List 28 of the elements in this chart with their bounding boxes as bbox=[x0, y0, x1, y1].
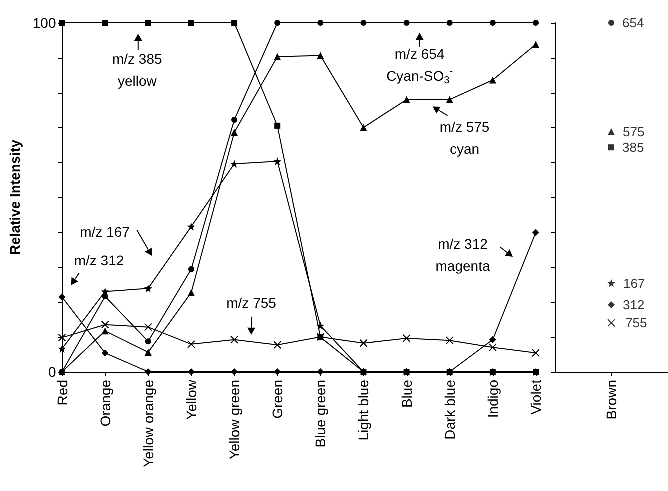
y-tick-label: 100 bbox=[32, 15, 56, 31]
x-tick-label: Yellow bbox=[183, 379, 200, 420]
y-axis-title: Relative Intensity bbox=[7, 140, 23, 256]
annotation: m/z 312 bbox=[74, 252, 124, 268]
annotation: m/z 575 cyan bbox=[440, 118, 490, 157]
x-tick-label: Red bbox=[54, 380, 70, 406]
y-tick-label: 0 bbox=[48, 364, 56, 380]
annotation: m/z 385 yellow bbox=[112, 51, 162, 89]
series-label: 575 bbox=[623, 124, 645, 140]
x-tick-label: Yellow green bbox=[226, 380, 243, 460]
series-label: 654 bbox=[622, 16, 644, 30]
annotation: m/z 167 bbox=[80, 224, 130, 240]
x-tick-label: Brown bbox=[604, 380, 620, 420]
series-label: 755 bbox=[626, 316, 648, 331]
series-label: 385 bbox=[622, 140, 644, 156]
x-tick-label: Blue green bbox=[312, 380, 329, 448]
x-tick-label: Dark blue bbox=[442, 380, 458, 440]
x-tick-label: Violet bbox=[528, 380, 544, 415]
series-label: 167 bbox=[624, 276, 646, 291]
x-tick-label: Green bbox=[270, 380, 286, 419]
annotation: m/z 312 magenta bbox=[436, 236, 490, 274]
x-tick-label: Orange bbox=[97, 380, 114, 427]
annotation: m/z 755 bbox=[226, 294, 277, 311]
series-label: 312 bbox=[623, 297, 645, 312]
x-tick-label: Blue bbox=[398, 380, 415, 408]
x-tick-label: Indigo bbox=[484, 380, 501, 418]
x-tick-label: Yellow orange bbox=[140, 380, 156, 468]
x-tick-label: Light blue bbox=[356, 380, 372, 441]
